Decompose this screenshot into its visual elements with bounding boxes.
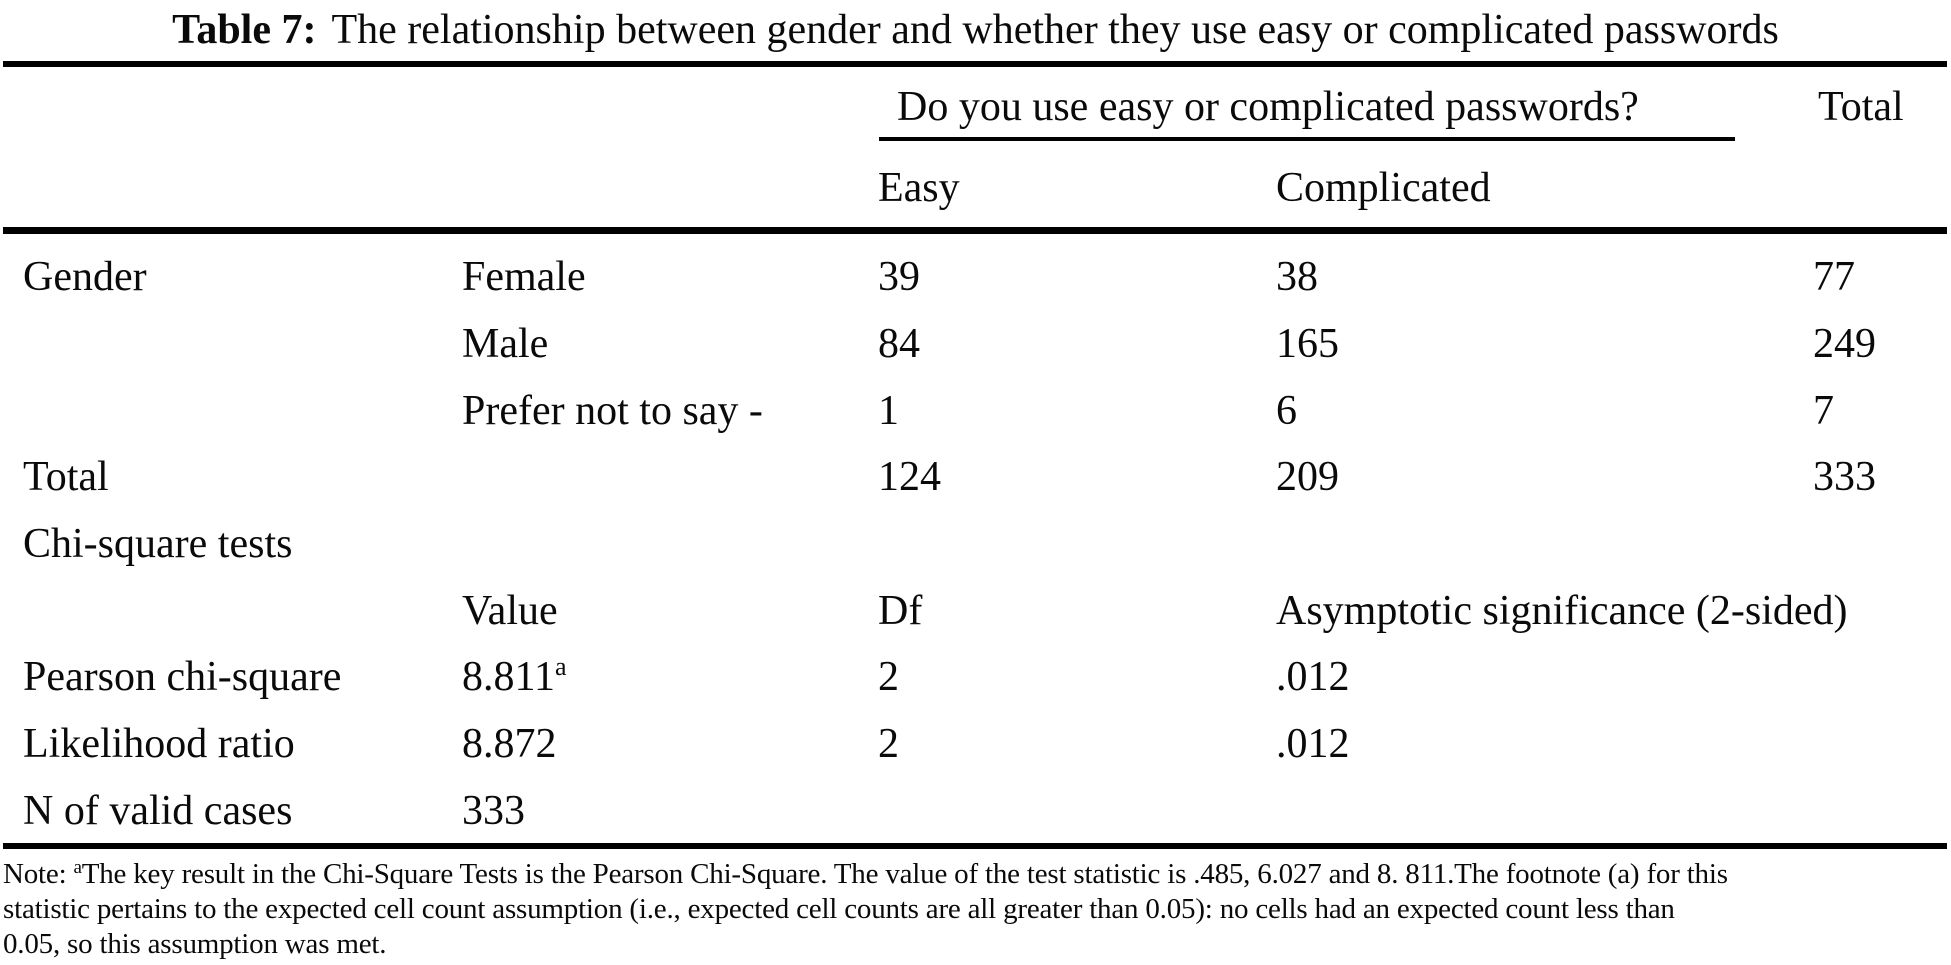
chi-value-column-header: Value [462, 588, 558, 634]
sig-likelihood: .012 [1276, 721, 1350, 767]
chi-df-column-header: Df [878, 588, 923, 634]
footnote-marker-a: a [554, 652, 567, 681]
spanning-column-header: Do you use easy or complicated passwords… [897, 84, 1639, 130]
table-row: Pearson chi-square 8.811a 2 .012 [0, 653, 1951, 701]
sig-pearson: .012 [1276, 654, 1350, 700]
table-row: Value Df Asymptotic significance (2-side… [0, 587, 1951, 635]
df-likelihood: 2 [878, 721, 899, 767]
top-rule [3, 61, 1947, 67]
value-pearson: 8.811a [462, 653, 567, 701]
table-row: Male 84 165 249 [0, 320, 1951, 368]
row-label-total: Total [23, 454, 109, 500]
table-row: Total 124 209 333 [0, 453, 1951, 501]
value-male-easy: 84 [878, 321, 920, 367]
row-label-pearson-chi-square: Pearson chi-square [23, 654, 342, 700]
value-likelihood: 8.872 [462, 721, 557, 767]
row-label-gender: Gender [23, 254, 147, 300]
table-caption: Table 7: The relationship between gender … [0, 4, 1951, 56]
table-row: Gender Female 39 38 77 [0, 253, 1951, 301]
complicated-column-header: Complicated [1276, 165, 1491, 211]
bottom-rule [3, 843, 1947, 849]
spanning-header-underline [879, 137, 1735, 141]
value-prefer-total: 7 [1813, 388, 1834, 434]
table-row: Likelihood ratio 8.872 2 .012 [0, 720, 1951, 768]
note-line-1: Note: aThe key result in the Chi-Square … [3, 857, 1948, 892]
value-female-total: 77 [1813, 254, 1855, 300]
easy-column-header: Easy [878, 165, 960, 211]
note-line-2: statistic pertains to the expected cell … [3, 893, 1675, 925]
value-n-valid-cases: 333 [462, 788, 525, 834]
value-total-total: 333 [1813, 454, 1876, 500]
value-male-complicated: 165 [1276, 321, 1339, 367]
row-label-likelihood-ratio: Likelihood ratio [23, 721, 295, 767]
value-pearson-number: 8.811 [462, 654, 555, 700]
table-note: Note: aThe key result in the Chi-Square … [3, 857, 1948, 962]
value-prefer-easy: 1 [878, 388, 899, 434]
value-male-total: 249 [1813, 321, 1876, 367]
chi-asymptotic-column-header: Asymptotic significance (2-sided) [1276, 588, 1848, 634]
note-footnote-marker-a: a [73, 857, 82, 878]
table-row: Chi-square tests [0, 520, 1951, 568]
table-caption-number: Table 7: [172, 7, 317, 53]
table-row: Prefer not to say - 1 6 7 [0, 387, 1951, 435]
category-prefer-not-to-say: Prefer not to say - [462, 388, 763, 434]
table-row: N of valid cases 333 [0, 787, 1951, 835]
category-male: Male [462, 321, 549, 367]
table-caption-text: The relationship between gender and whet… [331, 7, 1779, 53]
total-column-header: Total [1818, 84, 1904, 130]
value-total-complicated: 209 [1276, 454, 1339, 500]
chi-square-section-label: Chi-square tests [23, 521, 293, 567]
note-line-3: 0.05, so this assumption was met. [3, 928, 387, 960]
value-prefer-complicated: 6 [1276, 388, 1297, 434]
value-female-complicated: 38 [1276, 254, 1318, 300]
df-pearson: 2 [878, 654, 899, 700]
note-line-1-text: The key result in the Chi-Square Tests i… [81, 858, 1728, 890]
row-label-n-of-valid-cases: N of valid cases [23, 788, 293, 834]
value-female-easy: 39 [878, 254, 920, 300]
value-total-easy: 124 [878, 454, 941, 500]
header-body-rule [3, 227, 1947, 234]
category-female: Female [462, 254, 586, 300]
note-prefix: Note: [3, 858, 74, 890]
